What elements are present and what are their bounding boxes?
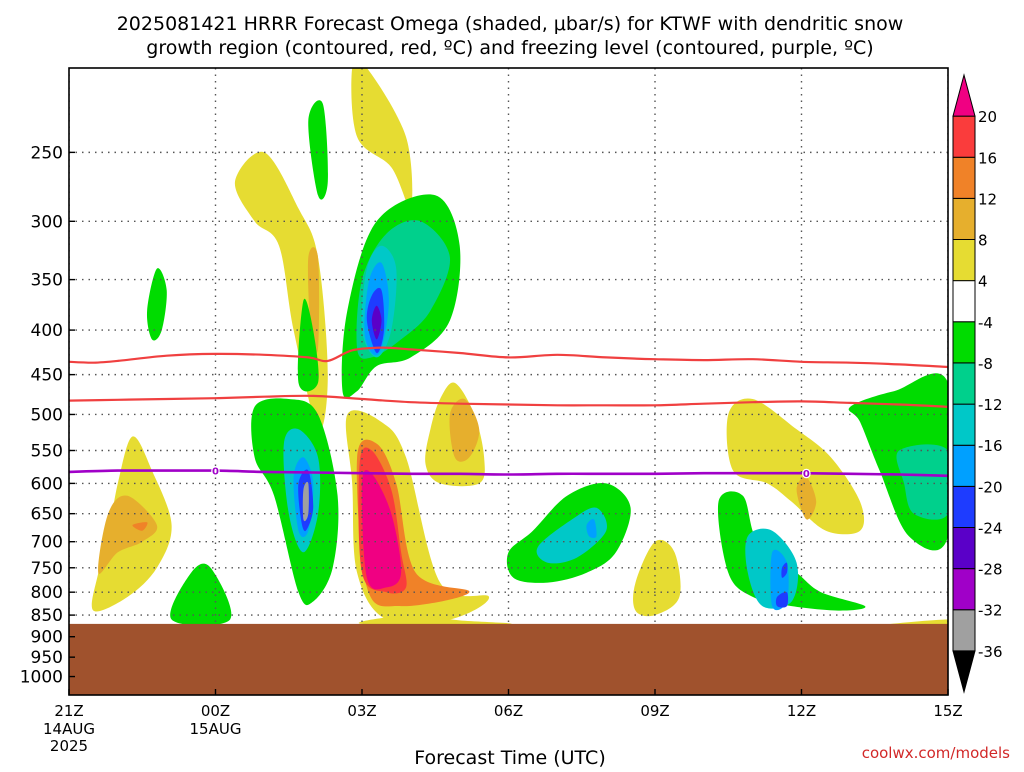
freezing-level-line: [69, 469, 948, 478]
dgz-contour-lower: [69, 394, 948, 408]
colorbar-label-4: 4: [978, 273, 988, 291]
y-tick-label-850: 850: [31, 606, 63, 626]
colorbar-swatch-4: [952, 485, 976, 528]
x-tick-label-03Z: 03Z: [347, 702, 376, 720]
y-tick-label-500: 500: [31, 405, 63, 425]
colorbar-swatch-0: [952, 650, 976, 694]
colorbar-swatch-7: [952, 362, 976, 405]
colorbar: -36 -32 -28 -24 -20 -16 -12 -8 -4 4 8 12 16 20: [952, 73, 1003, 694]
colorbar-label--12: -12: [978, 396, 1003, 414]
colorbar-label--36: -36: [978, 643, 1003, 661]
y-tick-label-350: 350: [31, 271, 63, 291]
colorbar-swatch-6: [952, 403, 976, 446]
site-credit: coolwx.com/models: [862, 744, 1010, 762]
y-tick-label-550: 550: [31, 442, 63, 462]
colorbar-label-8: 8: [978, 232, 988, 250]
omega-region-39: [358, 615, 512, 625]
omega-region-14: [302, 481, 309, 522]
colorbar-label--8: -8: [978, 355, 993, 373]
x-tick-sublabel-21Z-0: 14AUG: [43, 720, 95, 738]
freezing-level-label-0: 0: [212, 467, 219, 478]
colorbar-swatch-10: [952, 239, 976, 282]
y-tick-label-450: 450: [31, 366, 63, 386]
colorbar-swatch-8: [952, 321, 976, 364]
x-tick-label-00Z: 00Z: [201, 702, 230, 720]
x-tick-label-21Z: 21Z: [54, 702, 83, 720]
x-tick-label-12Z: 12Z: [787, 702, 816, 720]
omega-region-32: [796, 476, 817, 520]
y-tick-label-300: 300: [31, 212, 63, 232]
omega-region-29: [586, 519, 597, 538]
plot-area: 0 025030035040045050055060065070075080085…: [20, 67, 963, 755]
colorbar-swatch-12: [952, 156, 976, 199]
omega-region-1: [98, 495, 158, 574]
omega-region-18: [361, 470, 402, 590]
omega-region-4: [146, 268, 167, 341]
y-tick-label-1000: 1000: [20, 668, 63, 688]
colorbar-swatch-14: [952, 73, 976, 117]
colorbar-swatch-9: [952, 280, 976, 323]
omega-region-24: [371, 305, 382, 340]
colorbar-swatch-11: [952, 197, 976, 241]
y-tick-label-900: 900: [31, 628, 63, 648]
colorbar-swatch-13: [952, 115, 976, 158]
omega-region-8: [351, 68, 413, 209]
y-tick-label-950: 950: [31, 648, 63, 668]
y-tick-label-600: 600: [31, 474, 63, 494]
colorbar-label--20: -20: [978, 478, 1003, 496]
y-tick-label-400: 400: [31, 321, 63, 341]
x-tick-sublabel-00Z-0: 15AUG: [190, 720, 242, 738]
below-ground-terrain: [69, 623, 948, 695]
colorbar-label--24: -24: [978, 519, 1003, 537]
omega-region-10: [297, 298, 319, 392]
omega-region-37: [775, 591, 789, 608]
colorbar-label--32: -32: [978, 602, 1003, 620]
colorbar-label--4: -4: [978, 314, 993, 332]
colorbar-label--28: -28: [978, 561, 1003, 579]
y-tick-label-750: 750: [31, 559, 63, 579]
omega-region-30: [633, 539, 681, 617]
omega-region-31: [726, 398, 865, 535]
colorbar-swatch-2: [952, 568, 976, 611]
x-tick-sublabel-21Z-1: 2025: [50, 737, 88, 755]
y-tick-label-650: 650: [31, 505, 63, 525]
x-axis-label: Forecast Time (UTC): [414, 747, 605, 768]
colorbar-label-16: 16: [978, 149, 997, 167]
x-tick-label-15Z: 15Z: [933, 702, 962, 720]
x-tick-label-06Z: 06Z: [494, 702, 523, 720]
dgz-contour-upper: [69, 346, 948, 369]
omega-region-36: [781, 562, 788, 578]
x-tick-label-09Z: 09Z: [640, 702, 669, 720]
omega-region-5: [308, 100, 328, 200]
chart-title-line1: 2025081421 HRRR Forecast Omega (shaded, …: [117, 13, 904, 35]
y-tick-label-700: 700: [31, 533, 63, 553]
y-tick-label-800: 800: [31, 583, 63, 603]
omega-region-26: [449, 398, 480, 462]
colorbar-label-20: 20: [978, 108, 997, 126]
omega-region-3: [170, 563, 232, 626]
colorbar-label--16: -16: [978, 437, 1003, 455]
y-tick-label-250: 250: [31, 143, 63, 163]
colorbar-swatch-3: [952, 526, 976, 570]
colorbar-swatch-5: [952, 444, 976, 487]
colorbar-swatch-1: [952, 609, 976, 652]
freezing-level-label-1: 0: [803, 469, 810, 480]
colorbar-label-12: 12: [978, 190, 997, 208]
omega-region-41: [896, 444, 948, 520]
omega-region-2: [132, 522, 148, 531]
chart-title-line2: growth region (contoured, red, ºC) and f…: [146, 37, 873, 59]
